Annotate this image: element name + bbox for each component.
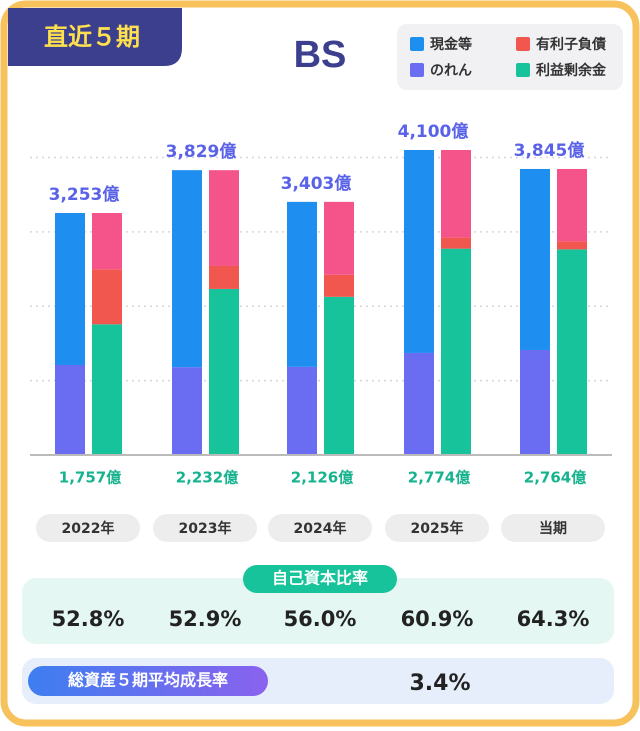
bar-segment	[324, 201, 354, 275]
legend-label: 利益剰余金	[536, 62, 607, 79]
bar-segment	[92, 213, 122, 270]
equity-value: 64.3%	[517, 607, 590, 631]
equity-value: 52.8%	[52, 607, 125, 631]
category-pill	[385, 514, 489, 542]
bar-segment	[520, 168, 550, 350]
equity-box	[22, 578, 614, 644]
bar-segment	[441, 248, 471, 455]
badge: 直近５期	[44, 23, 140, 51]
bar-segment	[404, 352, 434, 455]
total-label: 3,403億	[281, 173, 352, 194]
category-pill	[268, 514, 372, 542]
bar-segment	[557, 241, 587, 250]
legend-swatch	[410, 63, 424, 77]
legend-label: 有利子負債	[536, 36, 606, 53]
total-label: 3,253億	[49, 184, 120, 205]
bar-segment	[209, 288, 239, 455]
legend-swatch	[516, 63, 530, 77]
badge-bg	[8, 8, 182, 66]
bar-segment	[557, 249, 587, 455]
total-label: 3,845億	[514, 140, 585, 161]
legend-bg	[397, 24, 623, 90]
value-label: 2,126億	[291, 469, 353, 487]
bar-segment	[172, 170, 202, 368]
x-tick-label: 2024年	[294, 520, 347, 537]
growth-pill	[28, 666, 268, 696]
growth-title: 総資産５期平均成長率	[68, 671, 228, 690]
value-label: 2,232億	[176, 469, 238, 487]
bar-segment	[441, 237, 471, 249]
bar-segment	[404, 150, 434, 353]
x-tick-label: 2023年	[179, 520, 232, 537]
value-label: 2,774億	[408, 469, 470, 487]
legend-label: のれん	[430, 63, 472, 79]
bar-segment	[287, 201, 317, 367]
legend-swatch	[516, 37, 530, 51]
x-tick-label: 2025年	[411, 520, 464, 537]
bar-segment	[520, 349, 550, 455]
category-pill	[501, 514, 605, 542]
equity-value: 60.9%	[401, 607, 474, 631]
bar-segment	[92, 324, 122, 455]
bar-segment	[209, 265, 239, 289]
total-label: 3,829億	[166, 141, 237, 162]
bar-segment	[92, 269, 122, 325]
bar-segment	[324, 296, 354, 455]
bar-segment	[209, 170, 239, 266]
bar-segment	[172, 367, 202, 455]
bar-segment	[557, 168, 587, 242]
bar-segment	[55, 364, 85, 455]
category-pill	[153, 514, 257, 542]
equity-pill	[243, 565, 397, 593]
legend-swatch	[410, 37, 424, 51]
category-pill	[36, 514, 140, 542]
bar-segment	[287, 366, 317, 455]
equity-title: 自己資本比率	[272, 569, 368, 588]
x-tick-label: 2022年	[62, 520, 115, 537]
value-label: 1,757億	[59, 469, 121, 487]
value-label: 2,764億	[524, 469, 586, 487]
x-tick-label: 当期	[539, 520, 567, 537]
total-label: 4,100億	[398, 121, 469, 142]
legend-label: 現金等	[430, 36, 472, 53]
bar-segment	[324, 274, 354, 297]
growth-value: 3.4%	[409, 671, 470, 696]
bar-segment	[55, 213, 85, 365]
bar-segment	[441, 150, 471, 238]
chart-title: BS	[294, 34, 347, 76]
equity-value: 52.9%	[169, 607, 242, 631]
equity-value: 56.0%	[284, 607, 357, 631]
